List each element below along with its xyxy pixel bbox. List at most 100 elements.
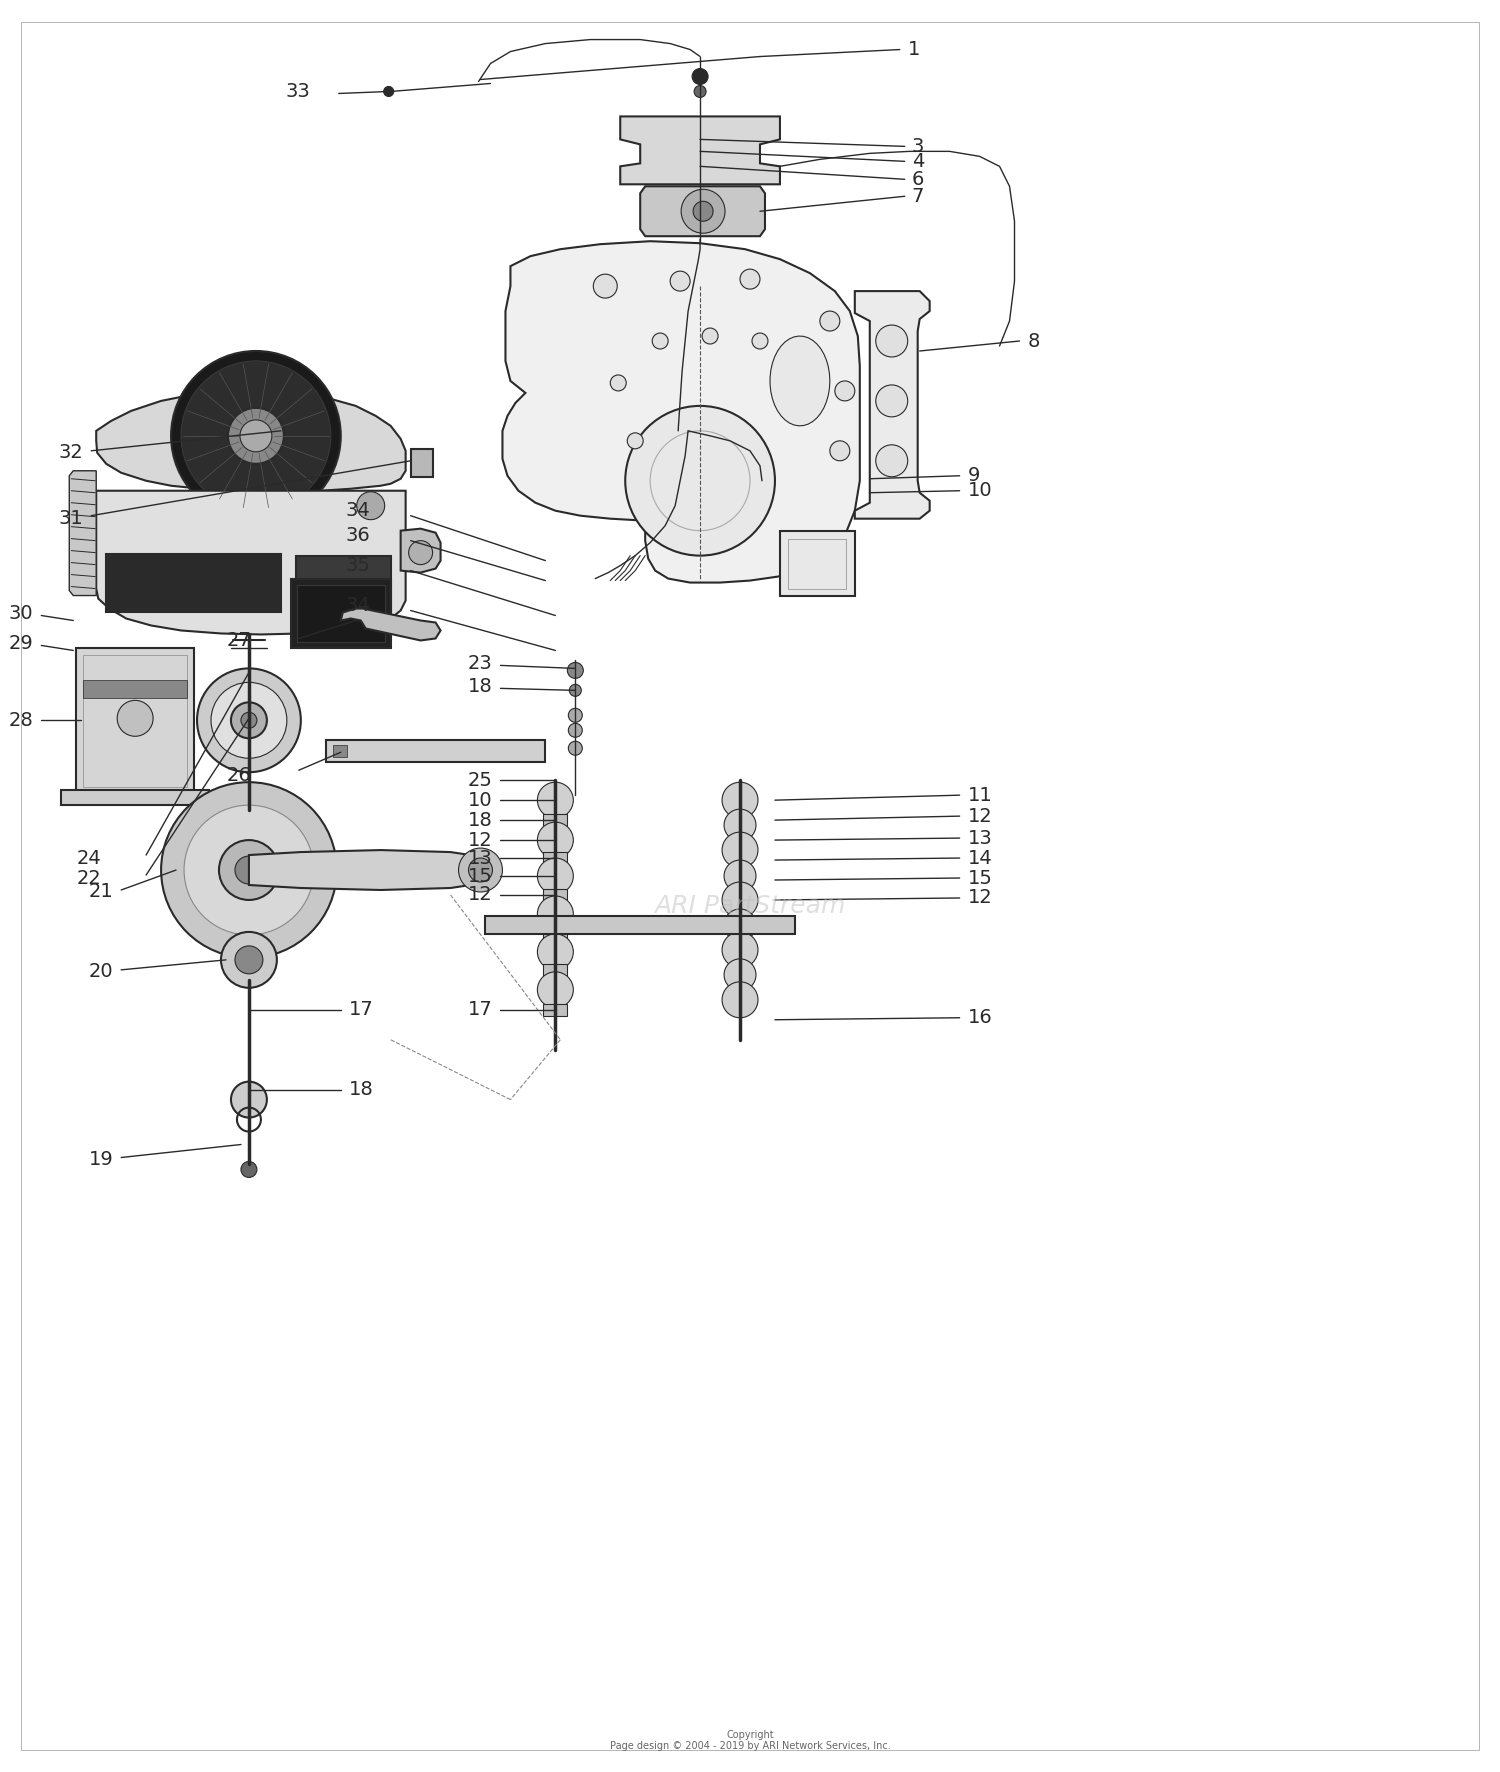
Circle shape: [694, 135, 705, 144]
Text: 34: 34: [346, 501, 370, 521]
Circle shape: [231, 702, 267, 739]
Circle shape: [830, 441, 850, 461]
Circle shape: [670, 271, 690, 291]
Circle shape: [567, 663, 584, 679]
Circle shape: [236, 856, 262, 884]
Bar: [411, 448, 432, 477]
Text: 26: 26: [226, 766, 251, 785]
Polygon shape: [96, 491, 405, 634]
Circle shape: [836, 381, 855, 400]
Circle shape: [459, 849, 503, 891]
Text: 10: 10: [468, 790, 492, 810]
Text: 17: 17: [348, 999, 374, 1019]
Circle shape: [876, 385, 908, 416]
Bar: [543, 813, 567, 826]
Text: 19: 19: [88, 1150, 112, 1170]
Text: 1: 1: [908, 41, 920, 58]
Bar: [297, 585, 384, 643]
Text: ARI PartStream: ARI PartStream: [654, 893, 846, 918]
Circle shape: [876, 445, 908, 477]
Circle shape: [693, 144, 706, 158]
Circle shape: [722, 781, 758, 819]
Text: 12: 12: [468, 886, 492, 904]
Bar: [543, 1003, 567, 1015]
Circle shape: [240, 420, 272, 452]
Circle shape: [693, 202, 712, 222]
Text: 34: 34: [346, 595, 370, 615]
Circle shape: [357, 493, 384, 519]
Bar: [543, 890, 567, 900]
Circle shape: [722, 982, 758, 1017]
Text: 21: 21: [88, 882, 112, 902]
Circle shape: [626, 406, 776, 556]
Bar: [543, 852, 567, 865]
Circle shape: [681, 190, 724, 234]
Circle shape: [724, 959, 756, 991]
Circle shape: [231, 1081, 267, 1118]
Bar: [76, 649, 194, 794]
Circle shape: [752, 333, 768, 349]
Text: 33: 33: [286, 82, 310, 101]
Text: 13: 13: [968, 829, 993, 847]
Bar: [780, 530, 855, 595]
Text: 32: 32: [58, 443, 82, 462]
Circle shape: [724, 909, 756, 941]
Polygon shape: [400, 528, 441, 572]
Circle shape: [740, 269, 760, 289]
Text: 28: 28: [9, 711, 33, 730]
Polygon shape: [855, 291, 930, 519]
Text: 31: 31: [58, 509, 82, 528]
Text: 15: 15: [468, 867, 492, 886]
Circle shape: [184, 804, 314, 936]
Polygon shape: [640, 186, 765, 236]
Text: 3: 3: [912, 136, 924, 156]
Polygon shape: [69, 471, 96, 595]
Text: 13: 13: [468, 849, 492, 868]
Circle shape: [876, 324, 908, 356]
Polygon shape: [96, 392, 405, 493]
Circle shape: [537, 971, 573, 1008]
Circle shape: [568, 709, 582, 723]
Polygon shape: [249, 851, 495, 890]
Circle shape: [610, 376, 626, 392]
Bar: [486, 916, 795, 934]
Bar: [82, 680, 188, 698]
Bar: [62, 790, 208, 804]
Text: 16: 16: [968, 1008, 993, 1028]
Text: 15: 15: [968, 868, 993, 888]
Circle shape: [537, 858, 573, 895]
Circle shape: [570, 684, 582, 696]
Bar: [82, 656, 188, 787]
Text: 18: 18: [468, 677, 492, 696]
Circle shape: [196, 668, 302, 773]
Circle shape: [537, 822, 573, 858]
Circle shape: [220, 932, 278, 987]
Text: 11: 11: [968, 785, 993, 804]
Polygon shape: [620, 117, 780, 184]
Text: 23: 23: [468, 654, 492, 673]
Circle shape: [692, 69, 708, 85]
Circle shape: [228, 408, 284, 464]
Polygon shape: [503, 241, 860, 583]
Text: 29: 29: [9, 634, 33, 652]
Text: 35: 35: [346, 556, 370, 576]
Text: 25: 25: [468, 771, 492, 790]
Circle shape: [219, 840, 279, 900]
Text: 24: 24: [76, 849, 101, 868]
Circle shape: [236, 946, 262, 975]
Circle shape: [724, 859, 756, 891]
Circle shape: [537, 934, 573, 969]
Circle shape: [724, 810, 756, 842]
Text: 12: 12: [968, 806, 993, 826]
Bar: [326, 741, 546, 762]
Bar: [106, 553, 280, 611]
Polygon shape: [770, 337, 830, 425]
Circle shape: [171, 351, 340, 521]
Text: 22: 22: [76, 868, 101, 888]
Circle shape: [242, 712, 256, 728]
Circle shape: [722, 882, 758, 918]
Text: 20: 20: [88, 962, 112, 982]
Text: 30: 30: [9, 604, 33, 624]
Text: 8: 8: [1028, 331, 1039, 351]
Text: 12: 12: [468, 831, 492, 849]
